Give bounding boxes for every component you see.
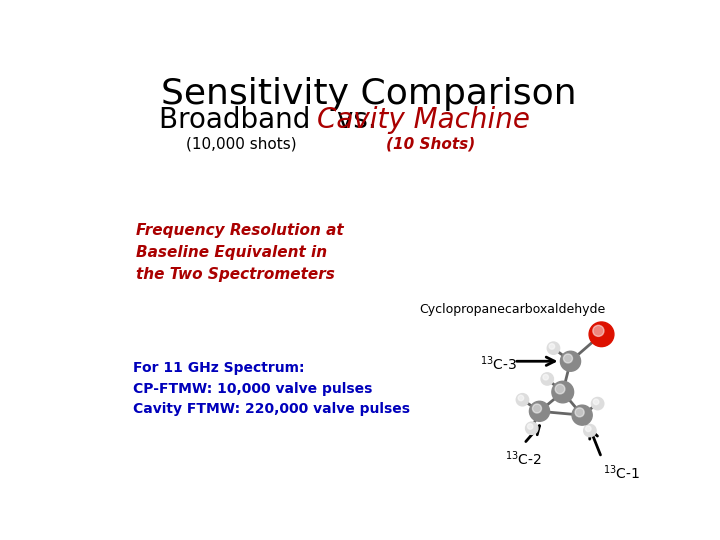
Circle shape xyxy=(560,351,580,372)
Text: (10 Shots): (10 Shots) xyxy=(387,137,476,152)
Circle shape xyxy=(526,422,538,434)
Circle shape xyxy=(549,343,554,349)
Circle shape xyxy=(564,354,572,363)
Circle shape xyxy=(572,405,593,425)
Circle shape xyxy=(575,408,584,417)
Text: $^{13}$C-3: $^{13}$C-3 xyxy=(480,354,517,373)
Circle shape xyxy=(547,342,559,354)
Circle shape xyxy=(585,426,591,431)
Text: Frequency Resolution at
Baseline Equivalent in
the Two Spectrometers: Frequency Resolution at Baseline Equival… xyxy=(137,222,344,282)
Circle shape xyxy=(593,325,604,336)
Circle shape xyxy=(529,401,549,421)
Circle shape xyxy=(533,404,541,413)
Text: $^{13}$C-1: $^{13}$C-1 xyxy=(603,464,640,482)
Circle shape xyxy=(552,381,574,403)
Circle shape xyxy=(543,374,549,380)
Circle shape xyxy=(518,395,523,401)
Text: Cyclopropanecarboxaldehyde: Cyclopropanecarboxaldehyde xyxy=(419,303,606,316)
Circle shape xyxy=(528,424,533,429)
Text: Cavity Machine: Cavity Machine xyxy=(317,106,530,134)
Text: Sensitivity Comparison: Sensitivity Comparison xyxy=(161,77,577,111)
Text: $^{13}$C-2: $^{13}$C-2 xyxy=(505,450,541,468)
Circle shape xyxy=(516,394,528,406)
Circle shape xyxy=(589,322,614,347)
Circle shape xyxy=(584,424,596,437)
Circle shape xyxy=(541,373,554,385)
Text: (10,000 shots): (10,000 shots) xyxy=(186,137,297,152)
Circle shape xyxy=(591,397,604,410)
Circle shape xyxy=(593,399,599,404)
Text: Broadband   vs.: Broadband vs. xyxy=(159,106,377,134)
Circle shape xyxy=(555,384,565,394)
Text: For 11 GHz Spectrum:
CP-FTMW: 10,000 valve pulses
Cavity FTMW: 220,000 valve pul: For 11 GHz Spectrum: CP-FTMW: 10,000 val… xyxy=(132,361,410,416)
